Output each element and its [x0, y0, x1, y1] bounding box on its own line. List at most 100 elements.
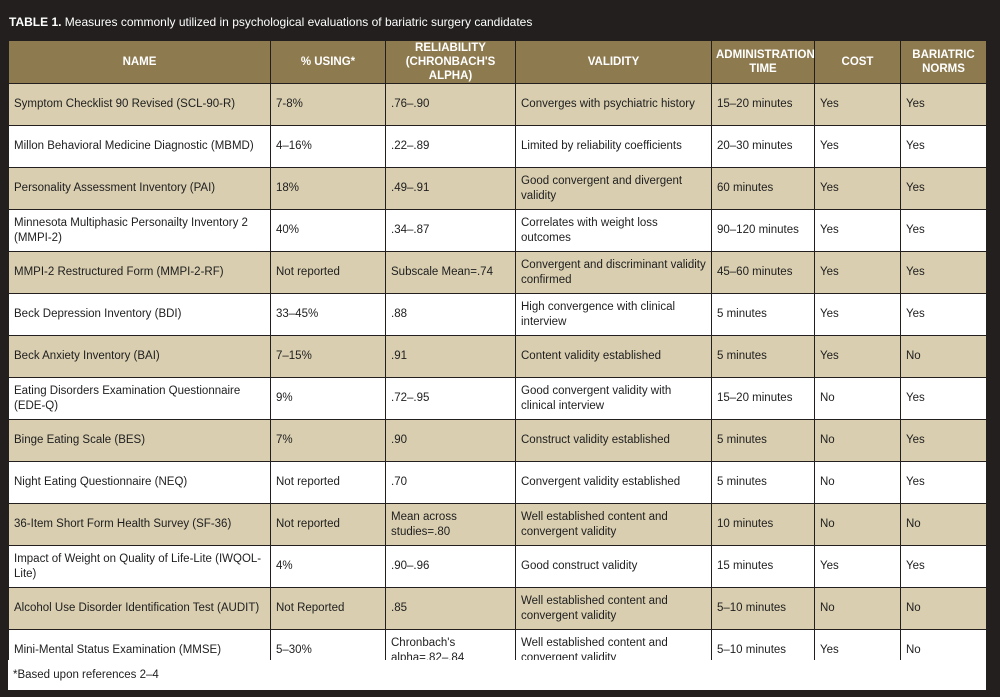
- cell-administration-time: 5 minutes: [711, 419, 815, 462]
- header-reliability: RELIABILITY (CHRONBACH'S ALPHA): [385, 40, 516, 84]
- cell-name: MMPI-2 Restructured Form (MMPI-2-RF): [8, 251, 271, 294]
- cell-percent-using: 18%: [270, 167, 386, 210]
- cell-administration-time: 15–20 minutes: [711, 377, 815, 420]
- cell-cost: Yes: [814, 125, 901, 168]
- cell-validity: High convergence with clinical interview: [515, 293, 712, 336]
- table-row: Impact of Weight on Quality of Life-Lite…: [8, 545, 987, 588]
- cell-name: Minnesota Multiphasic Personailty Invent…: [8, 209, 271, 252]
- table-row: Millon Behavioral Medicine Diagnostic (M…: [8, 125, 987, 168]
- cell-administration-time: 15 minutes: [711, 545, 815, 588]
- cell-reliability: Mean across studies=.80: [385, 503, 516, 546]
- header-cost: COST: [814, 40, 901, 84]
- cell-percent-using: 4–16%: [270, 125, 386, 168]
- cell-reliability: .88: [385, 293, 516, 336]
- table-row: Alcohol Use Disorder Identification Test…: [8, 587, 987, 630]
- cell-validity: Content validity established: [515, 335, 712, 378]
- table-row: Eating Disorders Examination Questionnai…: [8, 377, 987, 420]
- cell-bariatric-norms: Yes: [900, 251, 987, 294]
- cell-administration-time: 5 minutes: [711, 293, 815, 336]
- cell-bariatric-norms: Yes: [900, 83, 987, 126]
- cell-reliability: .70: [385, 461, 516, 504]
- cell-percent-using: 7-8%: [270, 83, 386, 126]
- cell-bariatric-norms: Yes: [900, 167, 987, 210]
- table-row: Binge Eating Scale (BES) 7% .90 Construct v…: [8, 419, 987, 462]
- cell-cost: Yes: [814, 545, 901, 588]
- cell-administration-time: 15–20 minutes: [711, 83, 815, 126]
- cell-percent-using: Not reported: [270, 461, 386, 504]
- cell-reliability: .76–.90: [385, 83, 516, 126]
- cell-bariatric-norms: Yes: [900, 419, 987, 462]
- cell-cost: No: [814, 587, 901, 630]
- cell-cost: Yes: [814, 251, 901, 294]
- cell-reliability: Subscale Mean=.74: [385, 251, 516, 294]
- cell-bariatric-norms: No: [900, 503, 987, 546]
- cell-cost: No: [814, 419, 901, 462]
- cell-administration-time: 10 minutes: [711, 503, 815, 546]
- cell-administration-time: 20–30 minutes: [711, 125, 815, 168]
- table-row: Symptom Checklist 90 Revised (SCL-90-R) 7…: [8, 83, 987, 126]
- table-row: Beck Anxiety Inventory (BAI) 7–15% .91 Cont…: [8, 335, 987, 378]
- cell-percent-using: 9%: [270, 377, 386, 420]
- cell-name: Impact of Weight on Quality of Life-Lite…: [8, 545, 271, 588]
- cell-reliability: .85: [385, 587, 516, 630]
- cell-percent-using: Not reported: [270, 503, 386, 546]
- cell-administration-time: 5–10 minutes: [711, 587, 815, 630]
- cell-bariatric-norms: No: [900, 335, 987, 378]
- cell-name: 36-Item Short Form Health Survey (SF-36): [8, 503, 271, 546]
- cell-cost: Yes: [814, 335, 901, 378]
- cell-bariatric-norms: Yes: [900, 209, 987, 252]
- cell-validity: Good convergent validity with clinical i…: [515, 377, 712, 420]
- header-row: NAME % USING* RELIABILITY (CHRONBACH'S A…: [8, 40, 987, 84]
- table-footnote: *Based upon references 2–4: [8, 660, 986, 690]
- cell-cost: No: [814, 377, 901, 420]
- measures-table: NAME % USING* RELIABILITY (CHRONBACH'S A…: [8, 40, 987, 672]
- cell-validity: Construct validity established: [515, 419, 712, 462]
- table-body: Symptom Checklist 90 Revised (SCL-90-R) 7…: [8, 83, 987, 672]
- cell-name: Millon Behavioral Medicine Diagnostic (M…: [8, 125, 271, 168]
- cell-bariatric-norms: Yes: [900, 461, 987, 504]
- cell-name: Symptom Checklist 90 Revised (SCL-90-R): [8, 83, 271, 126]
- cell-reliability: .72–.95: [385, 377, 516, 420]
- cell-name: Beck Depression Inventory (BDI): [8, 293, 271, 336]
- cell-name: Night Eating Questionnaire (NEQ): [8, 461, 271, 504]
- cell-name: Binge Eating Scale (BES): [8, 419, 271, 462]
- cell-cost: Yes: [814, 83, 901, 126]
- table-row: Beck Depression Inventory (BDI) 33–45% .88…: [8, 293, 987, 336]
- cell-cost: No: [814, 461, 901, 504]
- cell-validity: Good convergent and divergent validity: [515, 167, 712, 210]
- cell-reliability: .49–.91: [385, 167, 516, 210]
- table-row: Personality Assessment Inventory (PAI) 18…: [8, 167, 987, 210]
- table-row: Minnesota Multiphasic Personailty Invent…: [8, 209, 987, 252]
- cell-validity: Convergent and discriminant validity con…: [515, 251, 712, 294]
- cell-percent-using: 7%: [270, 419, 386, 462]
- cell-reliability: .22–.89: [385, 125, 516, 168]
- cell-percent-using: 40%: [270, 209, 386, 252]
- cell-administration-time: 60 minutes: [711, 167, 815, 210]
- cell-cost: Yes: [814, 209, 901, 252]
- cell-percent-using: 4%: [270, 545, 386, 588]
- cell-reliability: .91: [385, 335, 516, 378]
- table-caption: TABLE 1. Measures commonly utilized in p…: [9, 8, 532, 36]
- cell-reliability: .90–.96: [385, 545, 516, 588]
- cell-administration-time: 90–120 minutes: [711, 209, 815, 252]
- cell-validity: Converges with psychiatric history: [515, 83, 712, 126]
- cell-validity: Good construct validity: [515, 545, 712, 588]
- header-bariatric-norms: BARIATRIC NORMS: [900, 40, 987, 84]
- cell-bariatric-norms: Yes: [900, 545, 987, 588]
- cell-bariatric-norms: Yes: [900, 377, 987, 420]
- cell-administration-time: 45–60 minutes: [711, 251, 815, 294]
- cell-administration-time: 5 minutes: [711, 461, 815, 504]
- cell-percent-using: Not Reported: [270, 587, 386, 630]
- header-name: NAME: [8, 40, 271, 84]
- cell-validity: Convergent validity established: [515, 461, 712, 504]
- cell-validity: Well established content and convergent …: [515, 503, 712, 546]
- caption-label: TABLE 1.: [9, 15, 62, 29]
- cell-percent-using: Not reported: [270, 251, 386, 294]
- cell-cost: Yes: [814, 167, 901, 210]
- cell-validity: Well established content and convergent …: [515, 587, 712, 630]
- cell-validity: Limited by reliability coefficients: [515, 125, 712, 168]
- cell-name: Beck Anxiety Inventory (BAI): [8, 335, 271, 378]
- table-row: Night Eating Questionnaire (NEQ) Not repo…: [8, 461, 987, 504]
- caption-text: Measures commonly utilized in psychologi…: [64, 15, 533, 29]
